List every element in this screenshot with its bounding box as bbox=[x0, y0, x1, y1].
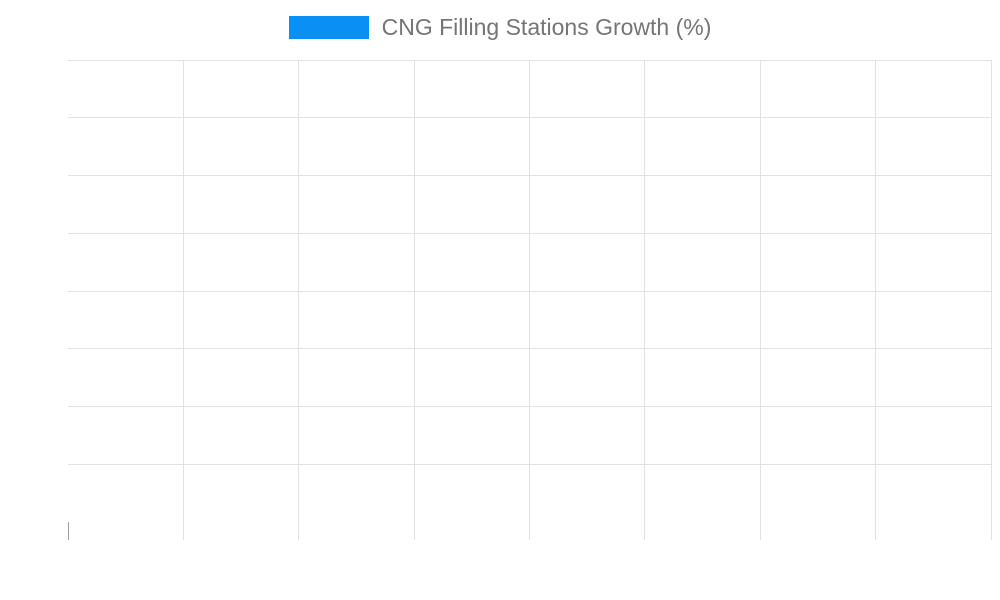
x-axis-tick bbox=[529, 522, 530, 540]
plot-area bbox=[67, 59, 992, 540]
legend[interactable]: CNG Filling Stations Growth (%) bbox=[0, 14, 1000, 40]
gridline-vertical bbox=[875, 60, 877, 522]
x-axis-tick bbox=[990, 522, 992, 540]
legend-swatch bbox=[288, 15, 369, 39]
gridline-vertical bbox=[182, 60, 184, 522]
gridline-vertical bbox=[413, 60, 415, 522]
gridline-vertical bbox=[759, 60, 761, 522]
x-axis-tick bbox=[67, 522, 69, 540]
x-axis-tick bbox=[875, 522, 877, 540]
gridline-vertical bbox=[529, 60, 530, 522]
gridline-vertical bbox=[644, 60, 646, 522]
x-axis-tick bbox=[644, 522, 646, 540]
legend-label: CNG Filling Stations Growth (%) bbox=[381, 14, 712, 40]
x-axis-tick bbox=[413, 522, 415, 540]
x-axis-tick bbox=[182, 522, 184, 540]
gridline-vertical bbox=[990, 60, 992, 522]
gridline-vertical bbox=[298, 60, 300, 522]
x-axis-tick bbox=[298, 522, 300, 540]
x-axis-tick bbox=[759, 522, 761, 540]
